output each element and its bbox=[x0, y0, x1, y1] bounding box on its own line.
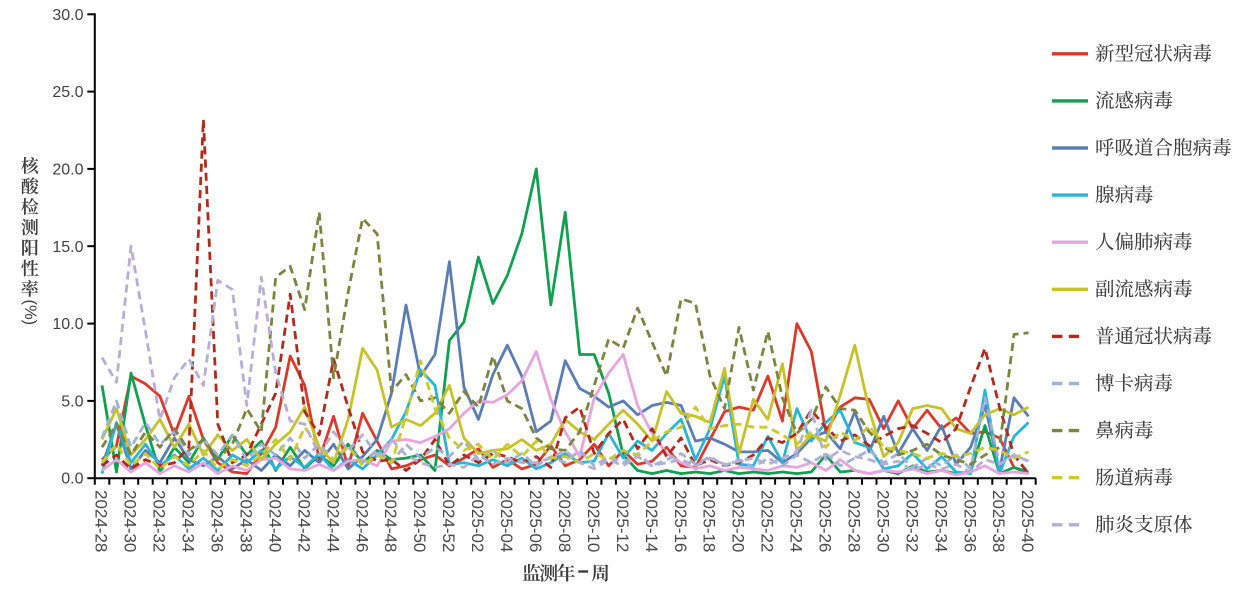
svg-text:30.0: 30.0 bbox=[52, 7, 83, 24]
svg-text:2025-14: 2025-14 bbox=[642, 490, 661, 552]
svg-text:2024-48: 2024-48 bbox=[381, 490, 400, 552]
svg-text:2024-34: 2024-34 bbox=[179, 490, 198, 552]
svg-text:25.0: 25.0 bbox=[52, 84, 83, 101]
svg-text:2024-50: 2024-50 bbox=[410, 490, 429, 552]
svg-text:2024-44: 2024-44 bbox=[323, 490, 342, 552]
svg-text:2025-28: 2025-28 bbox=[845, 490, 864, 552]
svg-text:0.0: 0.0 bbox=[61, 471, 83, 488]
svg-text:2025-12: 2025-12 bbox=[613, 490, 632, 552]
svg-text:2025-40: 2025-40 bbox=[1018, 490, 1037, 552]
svg-text:2025-20: 2025-20 bbox=[729, 490, 748, 552]
svg-text:2025-36: 2025-36 bbox=[960, 490, 979, 552]
svg-text:2025-32: 2025-32 bbox=[902, 490, 921, 552]
svg-text:20.0: 20.0 bbox=[52, 161, 83, 178]
svg-text:2024-52: 2024-52 bbox=[439, 490, 458, 552]
svg-text:2025-24: 2025-24 bbox=[787, 490, 806, 552]
svg-text:2024-42: 2024-42 bbox=[294, 490, 313, 552]
svg-text:2025-04: 2025-04 bbox=[497, 490, 516, 552]
svg-text:2025-18: 2025-18 bbox=[700, 490, 719, 552]
svg-text:2025-02: 2025-02 bbox=[468, 490, 487, 552]
svg-text:2024-38: 2024-38 bbox=[237, 490, 256, 552]
svg-text:5.0: 5.0 bbox=[61, 393, 83, 410]
svg-text:2024-46: 2024-46 bbox=[352, 490, 371, 552]
svg-text:2025-38: 2025-38 bbox=[989, 490, 1008, 552]
svg-text:(%): (%) bbox=[21, 300, 39, 326]
svg-text:15.0: 15.0 bbox=[52, 239, 83, 256]
svg-text:2025-06: 2025-06 bbox=[526, 490, 545, 552]
svg-text:2025-34: 2025-34 bbox=[931, 490, 950, 552]
svg-text:2025-22: 2025-22 bbox=[758, 490, 777, 552]
svg-text:2025-30: 2025-30 bbox=[873, 490, 892, 552]
svg-text:2024-32: 2024-32 bbox=[150, 490, 169, 552]
svg-text:10.0: 10.0 bbox=[52, 316, 83, 333]
svg-text:2024-30: 2024-30 bbox=[121, 490, 140, 552]
svg-text:2024-40: 2024-40 bbox=[265, 490, 284, 552]
svg-text:2025-16: 2025-16 bbox=[671, 490, 690, 552]
svg-text:2025-10: 2025-10 bbox=[584, 490, 603, 552]
svg-text:2024-36: 2024-36 bbox=[208, 490, 227, 552]
svg-text:2025-08: 2025-08 bbox=[555, 490, 574, 552]
svg-text:2025-26: 2025-26 bbox=[816, 490, 835, 552]
svg-text:2024-28: 2024-28 bbox=[92, 490, 111, 552]
